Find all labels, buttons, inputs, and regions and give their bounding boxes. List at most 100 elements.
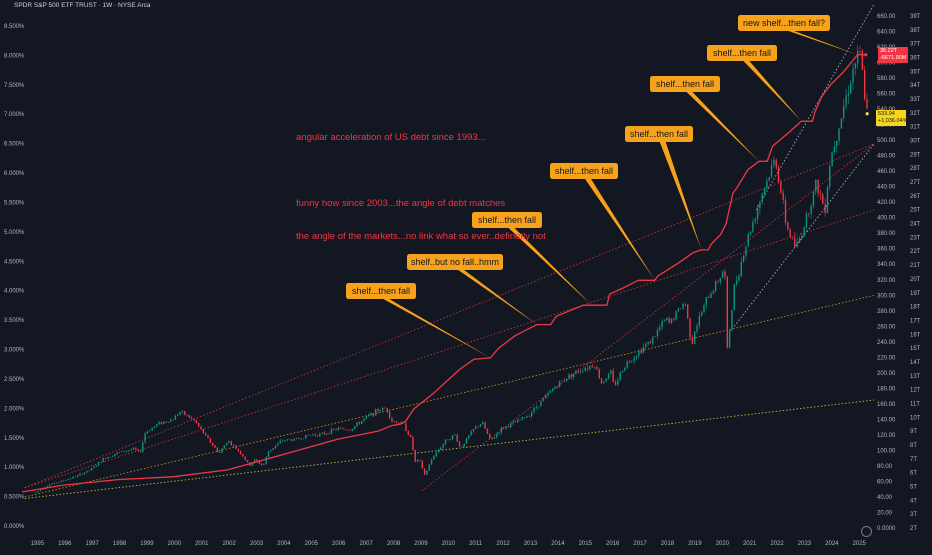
callout-label: shelf...then fall [352,286,410,296]
price-candle [612,370,614,383]
price-candle [65,480,67,481]
price-candle [687,304,689,318]
price-candle [267,451,270,457]
price-candle [244,456,246,461]
callout-pointer [685,91,759,162]
price-candle [218,451,221,453]
x-axis-tick-label: 2009 [414,541,428,547]
debt-axis-tick-label: 4T [910,498,917,504]
price-candle [232,445,235,446]
price-candle [48,484,51,487]
price-candle [777,167,780,182]
price-candle [363,418,365,421]
price-candle [596,366,598,370]
debt-axis-tick-label: 8T [910,443,917,449]
price-candle [635,355,638,358]
price-candle [381,407,384,411]
price-candle [549,390,552,393]
price-candle [586,368,589,369]
price-axis-tick-label: 600.00 [877,61,896,67]
trend-line-red-inner [421,143,875,492]
price-axis-tick-label: 120.00 [877,433,896,439]
price-candle [742,255,745,262]
price-candle [172,419,174,421]
left-axis-tick-label: 1.000% [4,465,25,471]
debt-axis-tick-label: 32T [910,111,921,117]
callout-box [346,283,416,299]
price-candle [354,426,356,429]
price-candle [186,414,188,416]
price-candle [74,476,76,478]
price-axis-tick-label: 560.00 [877,92,896,98]
price-candle [610,370,612,374]
debt-axis-tick-label: 20T [910,277,921,283]
price-candle [407,431,409,435]
price-candle [265,456,267,464]
note-line: funny how since 2003...the angle of debt… [296,198,506,209]
price-candle [72,476,74,479]
callout-box [707,45,777,61]
price-candle [649,341,652,344]
price-candle [423,468,426,475]
price-candle [570,374,572,378]
price-candle [542,398,545,401]
price-candle [447,439,449,441]
x-axis-tick-label: 2010 [442,541,456,547]
price-candle [456,434,458,442]
price-candle [738,275,740,281]
price-candle [81,473,83,475]
price-candle [852,68,854,83]
price-candle [412,436,414,450]
callouts: shelf...then fall shelf..but no fall..hmm… [346,15,869,358]
price-candle [58,482,60,483]
price-candle [90,468,93,471]
price-candle [654,336,656,337]
x-axis-tick-label: 2003 [250,541,264,547]
price-candle [845,95,847,107]
price-candle [295,438,298,439]
price-candle [503,427,505,429]
price-candle [300,438,302,440]
debt-badge-value: 36.22T [880,48,898,54]
price-candle [749,231,752,235]
x-axis-tick-label: 2022 [770,541,784,547]
price-candle [144,433,146,443]
debt-axis-tick-label: 31T [910,125,921,131]
price-candle [319,433,321,437]
debt-axis-tick-label: 35T [910,69,921,75]
price-candle [123,451,125,452]
price-candle [475,426,477,429]
price-candle [863,70,866,99]
price-candle [93,466,95,469]
x-axis-tick-label: 2011 [469,541,483,547]
left-axis-tick-label: 7.500% [4,83,25,89]
price-candle [712,291,715,294]
price-candle [256,459,258,461]
callout-box [472,212,542,228]
price-candle [605,378,607,382]
price-candle [624,367,626,371]
price-axis-tick-label: 220.00 [877,355,896,361]
price-candle [156,424,158,427]
price-candle [211,442,214,446]
callout-pointer [785,30,858,55]
price-candle [454,434,456,436]
price-axis-tick-label: 500.00 [877,138,896,144]
x-axis-tick-label: 2013 [524,541,538,547]
left-axis-tick-label: 8.000% [4,53,25,59]
price-candle [775,159,777,168]
price-candle [782,192,784,200]
callout-label: shelf...then fall [713,48,771,58]
price-candle [116,452,118,455]
price-candle [365,415,368,419]
price-candle [810,206,812,214]
price-candle [493,437,496,439]
left-axis-tick-label: 3.500% [4,318,25,324]
tradingview-logo-icon[interactable] [861,526,872,537]
price-candle [125,451,128,452]
price-candle [298,438,300,439]
callout-label: shelf...then fall [630,129,688,139]
debt-axis-tick-label: 28T [910,166,921,172]
price-candle [388,411,391,418]
